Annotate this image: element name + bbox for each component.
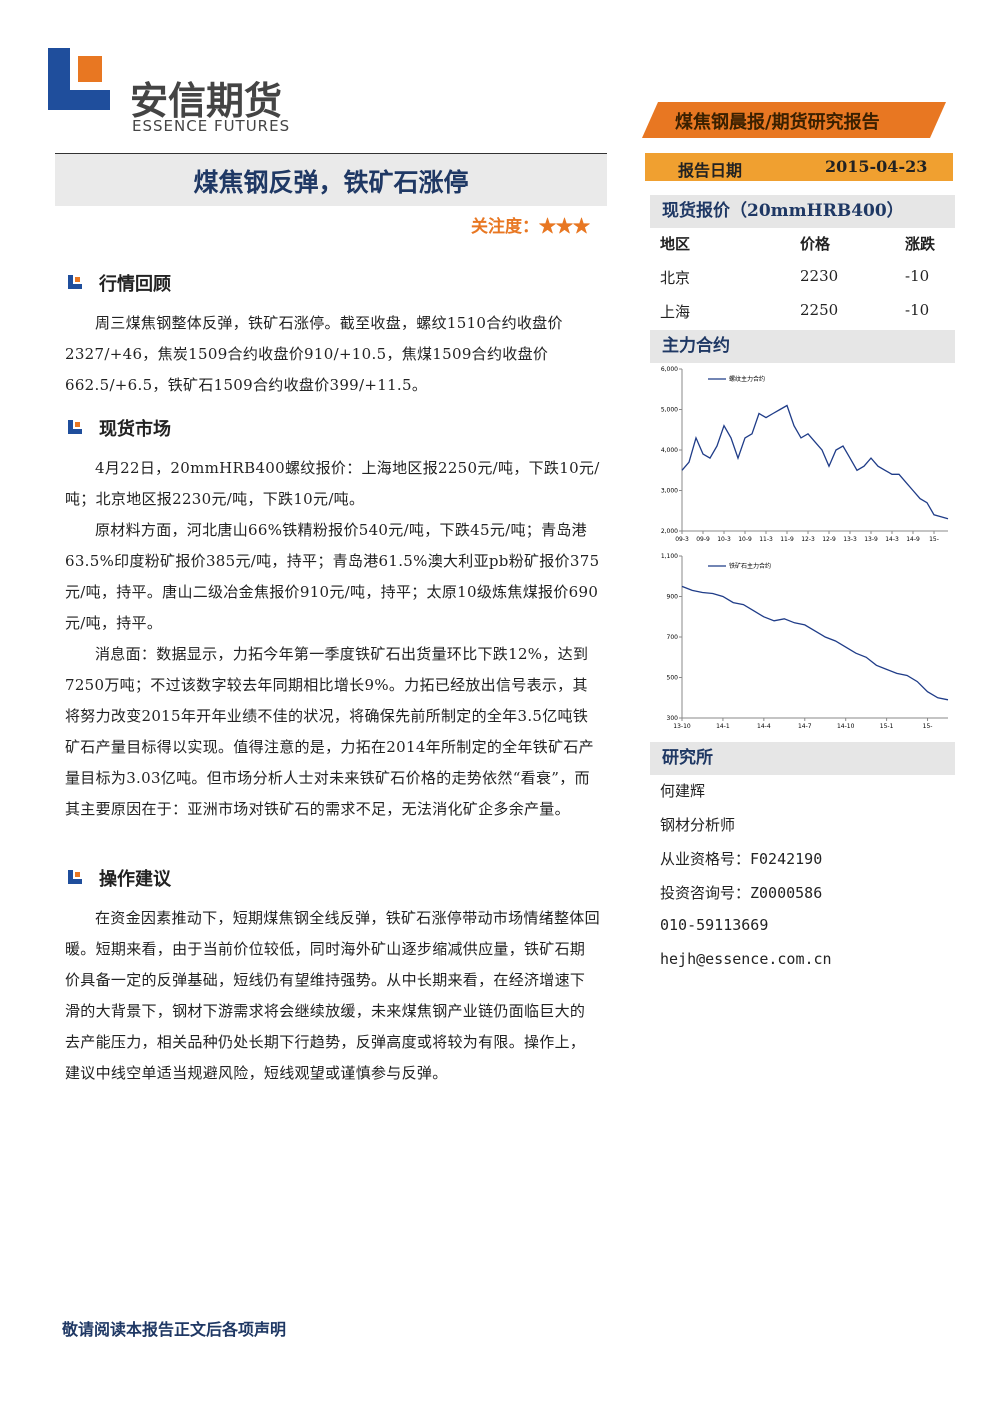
logo-cn: 安信期货: [130, 78, 283, 123]
x-tick-label: 14-9: [906, 536, 920, 543]
title-bar: [55, 153, 607, 206]
x-tick-label: 14-10: [837, 723, 855, 730]
x-tick-label: 15-: [923, 723, 933, 730]
x-tick-label: 13-9: [864, 536, 878, 543]
section-icon: [68, 870, 82, 884]
y-tick-label: 900: [667, 594, 679, 601]
date-label: 报告日期: [678, 161, 743, 180]
legend-label: 铁矿石主力合约: [729, 562, 771, 570]
research-line: 何建辉: [660, 782, 706, 800]
logo-en: ESSENCE FUTURES: [132, 117, 291, 135]
y-tick-label: 6,000: [661, 366, 678, 373]
body: 行情回顾周三煤焦钢整体反弹，铁矿石涨停。截至收盘，螺纹1510合约收盘价2327…: [65, 270, 600, 1089]
title: 煤焦钢反弹，铁矿石涨停: [193, 168, 469, 197]
x-tick-label: 09-3: [675, 536, 689, 543]
x-tick-label: 14-7: [798, 723, 812, 730]
date: 2015-04-23: [825, 157, 928, 176]
section-title: 行情回顾: [99, 274, 171, 295]
research-line: 010-59113669: [660, 916, 769, 934]
table-cell: -10: [905, 267, 930, 285]
section-title: 现货市场: [99, 419, 171, 440]
research-heading: 研究所: [650, 742, 955, 775]
x-tick-label: 11-9: [780, 536, 794, 543]
section-title: 操作建议: [99, 869, 171, 890]
x-tick-label: 13-3: [843, 536, 857, 543]
y-tick-label: 300: [667, 715, 679, 722]
x-tick-label: 15-: [929, 536, 939, 543]
table-cell: 北京: [660, 269, 691, 287]
research-line: 投资咨询号：Z0000586: [660, 884, 823, 902]
x-tick-label: 12-9: [822, 536, 836, 543]
research-line: 从业资格号：F0242190: [660, 850, 823, 868]
x-tick-label: 15-1: [880, 723, 894, 730]
column-header: 价格: [800, 235, 831, 253]
table-row: 上海 2250 -10: [660, 301, 950, 335]
paragraph: 原材料方面，河北唐山66%铁精粉报价540元/吨，下跌45元/吨；青岛港63.5…: [65, 521, 600, 632]
contracts-heading: 主力合约: [650, 330, 955, 363]
paragraph: 消息面：数据显示，力拓今年第一季度铁矿石出货量环比下跌12%，达到7250万吨；…: [65, 645, 594, 818]
x-tick-label: 14-1: [716, 723, 730, 730]
y-tick-label: 1,100: [661, 553, 678, 560]
table-row: 北京 2230 -10: [660, 267, 950, 301]
column-header: 涨跌: [905, 235, 936, 253]
x-tick-label: 10-3: [717, 536, 731, 543]
x-tick-label: 13-10: [673, 723, 691, 730]
logo-mark: [48, 48, 110, 110]
x-tick-label: 10-9: [738, 536, 752, 543]
attention: 关注度：★★★: [471, 217, 590, 237]
footer: 敬请阅读本报告正文后各项声明: [62, 1320, 287, 1339]
legend-label: 螺纹主力合约: [729, 375, 765, 383]
column-header: 地区: [660, 235, 691, 253]
x-tick-label: 12-3: [801, 536, 815, 543]
research: 何建辉钢材分析师从业资格号：F0242190 投资咨询号：Z0000586 010-…: [660, 780, 950, 984]
paragraph: 在资金因素推动下，短期煤焦钢全线反弹，铁矿石涨停带动市场情绪整体回暖。短期来看，…: [65, 909, 600, 1082]
table-cell: 2250: [800, 301, 839, 319]
research-line: 钢材分析师: [660, 816, 736, 834]
report-type: 煤焦钢晨报/期货研究报告: [675, 112, 880, 133]
date-bar: [645, 153, 953, 181]
x-tick-label: 09-9: [696, 536, 710, 543]
series-line: [681, 585, 949, 701]
y-tick-label: 2,000: [661, 528, 678, 535]
spot-title: 现货报价（20mmHRB400）: [650, 195, 955, 228]
series-line: [681, 404, 949, 520]
paragraph: 周三煤焦钢整体反弹，铁矿石涨停。截至收盘，螺纹1510合约收盘价2327/+46…: [65, 314, 563, 394]
section-icon: [68, 275, 82, 289]
table-header: 地区 价格 涨跌: [660, 233, 950, 267]
x-tick-label: 11-3: [759, 536, 773, 543]
section-heading: 行情回顾: [65, 270, 600, 296]
section-heading: 现货市场: [65, 415, 600, 441]
x-tick-label: 14-4: [757, 723, 771, 730]
x-tick-label: 14-3: [885, 536, 899, 543]
y-tick-label: 700: [667, 634, 679, 641]
table-cell: 2230: [800, 267, 839, 285]
research-line: hejh@essence.com.cn: [660, 950, 832, 968]
report-banner: [642, 102, 946, 138]
y-tick-label: 500: [667, 675, 679, 682]
table-cell: -10: [905, 301, 930, 319]
table-cell: 上海: [660, 303, 691, 321]
y-tick-label: 5,000: [661, 407, 678, 414]
spot-table: 地区 价格 涨跌北京 2230 -10 上海 2250 -10: [660, 233, 950, 335]
paragraph: 4月22日，20mmHRB400螺纹报价：上海地区报2250元/吨，下跌10元/…: [65, 459, 600, 508]
chart: 300 500 700 900 1,100 13-10 14-1 14-4 14-7 14-10 1…: [661, 553, 949, 730]
y-tick-label: 4,000: [661, 447, 678, 454]
section-heading: 操作建议: [65, 865, 600, 891]
section-icon: [68, 420, 82, 434]
chart: 2,000 3,000 4,000 5,000 6,000 09-3 09-9 10-3 10-…: [661, 366, 949, 543]
y-tick-label: 3,000: [661, 488, 678, 495]
